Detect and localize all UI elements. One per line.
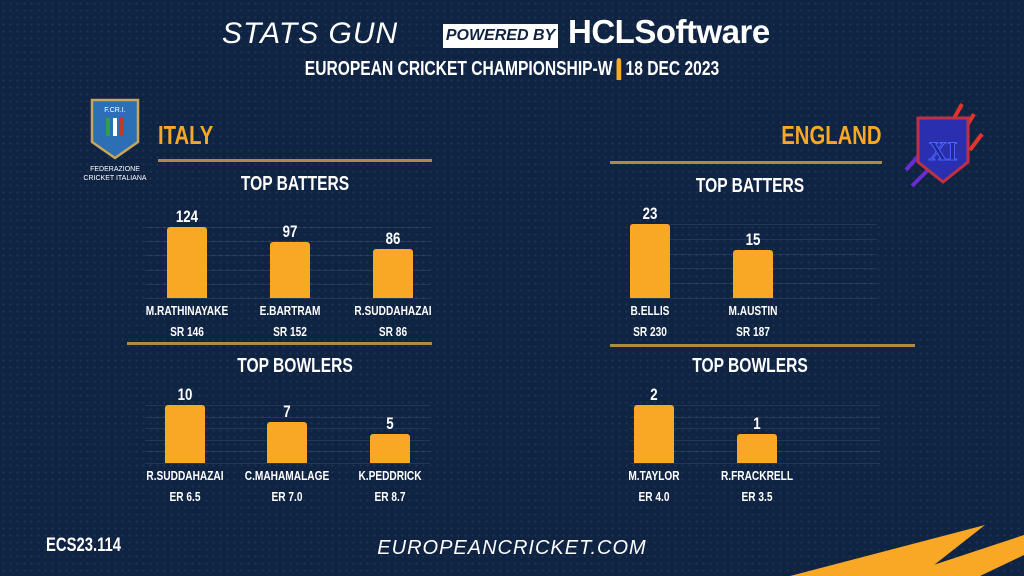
section-title-england-bowlers: TOP BOWLERS [692,355,808,377]
player-name: R.FRACKRELL [720,468,794,483]
team-name-england: ENGLAND [781,120,882,150]
event-date: 18 DEC 2023 [625,58,720,80]
bar-value-label: 1 [753,414,761,433]
sponsor-logo: HCLSoftware [568,13,770,50]
player-stat: ER 6.5 [169,489,201,504]
player-stat: SR 230 [633,324,667,339]
gridline [630,416,880,418]
bar-value-label: 15 [745,229,761,249]
player-name: R.SUDDAHAZAI [354,303,432,318]
powered-by-badge: POWERED BY [443,24,558,48]
player-name: C.MAHAMALAGE [244,468,330,483]
lightning-decoration-icon [790,525,1024,576]
bar-value-label: 23 [642,204,658,223]
gridline [145,416,430,418]
player-stat: ER 7.0 [271,489,303,504]
gridline [145,463,430,464]
player-stat: ER 4.0 [638,489,670,504]
svg-text:F.CR.I.: F.CR.I. [104,107,125,114]
event-subtitle: EUROPEAN CRICKET CHAMPIONSHIP-W | 18 DEC… [278,58,746,81]
separator: | [616,58,622,80]
bar-value-label: 124 [175,207,199,226]
bar [267,422,307,463]
bar-value-label: 5 [386,414,394,433]
gridline [630,298,877,299]
bar [165,405,205,463]
bar [733,249,773,298]
stats-gun-logo: STATS GUN [222,17,399,50]
gridline [145,405,430,406]
player-stat: ER 3.5 [741,489,773,504]
player-name: E.BARTRAM [259,303,321,318]
gridline [145,227,430,228]
bar [167,227,207,298]
divider [610,161,882,164]
divider [127,342,432,345]
section-title-england-batters: TOP BATTERS [695,175,805,197]
player-name: B.ELLIS [630,303,670,318]
player-name: M.TAYLOR [628,468,680,483]
gridline [145,298,430,299]
bar [630,224,670,298]
divider [158,159,432,162]
bar [270,242,310,298]
divider [610,344,915,347]
player-stat: SR 146 [170,324,204,339]
player-stat: SR 86 [378,324,408,339]
gridline [630,428,880,430]
gridline [630,405,880,406]
italy-logo: F.CR.I. FEDERAZIONE CRICKET ITALIANA [70,98,160,184]
player-name: M.RATHINAYAKE [145,303,229,318]
bar-value-label: 97 [282,222,298,242]
italy-logo-text: FEDERAZIONE CRICKET ITALIANA [83,166,147,182]
player-name: M.AUSTIN [728,303,778,318]
bar [373,248,413,298]
svg-text:XI: XI [929,137,958,166]
gridline [630,238,877,240]
bar-value-label: 7 [283,402,291,422]
team-name-italy: ITALY [158,120,214,150]
player-stat: SR 187 [736,324,770,339]
gridline [630,463,880,464]
bar [737,434,777,463]
england-logo: XI [902,100,988,197]
gridline [145,241,430,243]
player-name: K.PEDDRICK [358,468,422,483]
gridline [630,224,877,225]
fcri-shield-icon: F.CR.I. [90,98,140,160]
bar-value-label: 10 [177,385,193,404]
bar [634,405,674,463]
bar-value-label: 86 [385,228,401,248]
player-name: R.SUDDAHAZAI [146,468,224,483]
website-link[interactable]: EUROPEANCRICKET.COM [377,537,647,559]
bar-value-label: 2 [650,385,658,404]
section-title-italy-bowlers: TOP BOWLERS [237,355,353,377]
england-shield-icon: XI [904,103,984,188]
player-stat: SR 152 [273,324,307,339]
player-stat: ER 8.7 [374,489,406,504]
match-code: ECS23.114 [46,535,121,556]
section-title-italy-batters: TOP BATTERS [240,173,350,195]
event-name: EUROPEAN CRICKET CHAMPIONSHIP-W [304,58,613,80]
bar [370,434,410,463]
